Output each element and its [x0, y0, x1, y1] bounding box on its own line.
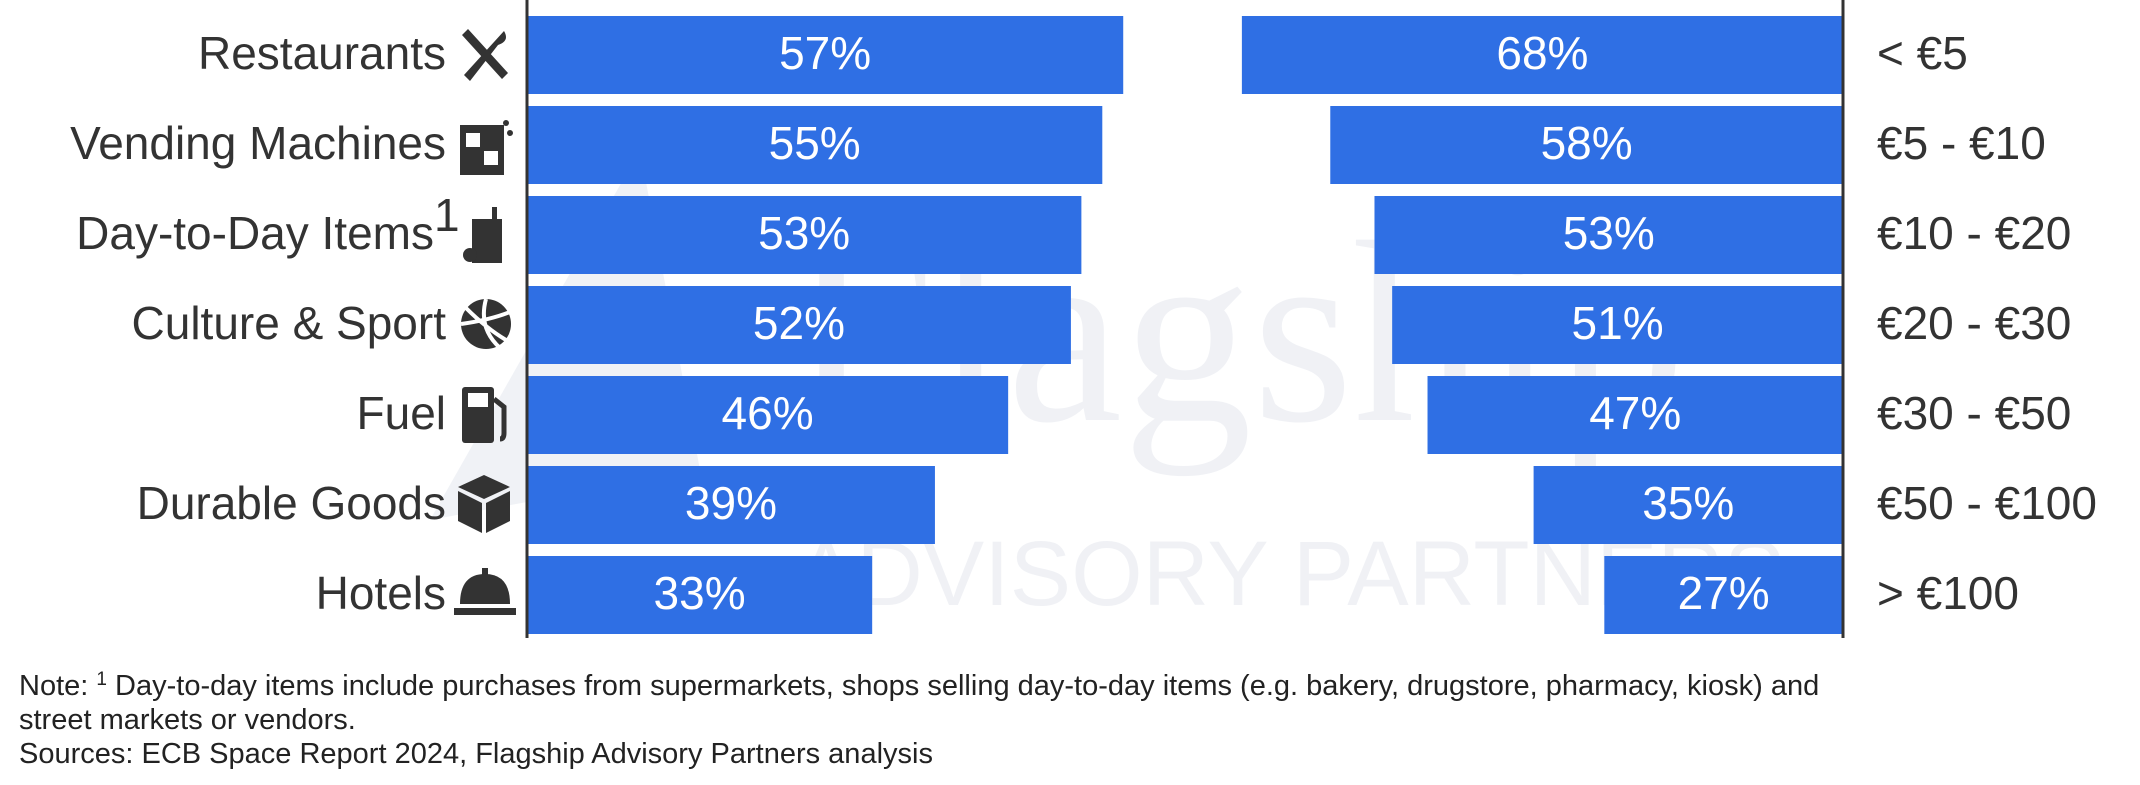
bar: [1392, 286, 1843, 364]
bar: [1533, 466, 1843, 544]
category-label: €30 - €50: [1877, 387, 2071, 439]
icon-sport: [460, 298, 511, 350]
category-label: Fuel: [357, 387, 446, 439]
category-label: > €100: [1877, 567, 2019, 619]
bar: [1241, 16, 1843, 94]
value-label: 55%: [769, 117, 861, 169]
category-label: < €5: [1877, 27, 1968, 79]
bar: [527, 106, 1103, 184]
value-label: 53%: [758, 207, 850, 259]
value-label: 51%: [1572, 297, 1664, 349]
icon-day-to-day: [463, 207, 502, 263]
bar: [1330, 106, 1843, 184]
value-label: 33%: [654, 567, 746, 619]
category-label: Day-to-Day Items: [76, 207, 434, 259]
value-label: 27%: [1678, 567, 1770, 619]
value-label: 53%: [1563, 207, 1655, 259]
bar: [1427, 376, 1843, 454]
category-superscript: 1: [434, 189, 460, 241]
icon-hotels: [454, 568, 516, 615]
bar: [1604, 556, 1843, 634]
footnote-line: street markets or vendors.: [19, 704, 356, 736]
category-label: €20 - €30: [1877, 297, 2071, 349]
category-label: €50 - €100: [1877, 477, 2097, 529]
bar: [527, 16, 1124, 94]
bar: [527, 376, 1009, 454]
category-icons: [454, 29, 516, 615]
bar: [527, 286, 1071, 364]
icon-vending: [460, 120, 513, 175]
charts: 57% Restaurants 55% Vending Machines 53% Day-…: [70, 0, 2097, 638]
category-label: Hotels: [316, 567, 446, 619]
value-label: 68%: [1496, 27, 1588, 79]
category-label: Restaurants: [198, 27, 446, 79]
value-label: 52%: [753, 297, 845, 349]
value-label: 57%: [779, 27, 871, 79]
footnote-marker: 1: [96, 669, 107, 690]
footnote-text: Day-to-day items include purchases from …: [115, 670, 1819, 702]
value-label: 47%: [1589, 387, 1681, 439]
category-label: Durable Goods: [137, 477, 446, 529]
sources: Sources: ECB Space Report 2024, Flagship…: [19, 738, 933, 770]
footnote-prefix: Note:: [19, 670, 88, 702]
icon-restaurants: [462, 29, 508, 81]
bar: [527, 556, 873, 634]
value-label: 39%: [685, 477, 777, 529]
category-label: €5 - €10: [1877, 117, 2046, 169]
icon-fuel: [462, 387, 507, 443]
bar: [1374, 196, 1843, 274]
value-label: 58%: [1541, 117, 1633, 169]
category-label: Vending Machines: [70, 117, 446, 169]
value-label: 46%: [722, 387, 814, 439]
value-label: 35%: [1642, 477, 1734, 529]
category-label: Culture & Sport: [132, 297, 447, 349]
bar: [527, 196, 1082, 274]
footnote-line: Note: 1 Day-to-day items include purchas…: [19, 660, 1819, 702]
category-label: €10 - €20: [1877, 207, 2071, 259]
icon-durable: [458, 475, 510, 533]
bar: [527, 466, 935, 544]
